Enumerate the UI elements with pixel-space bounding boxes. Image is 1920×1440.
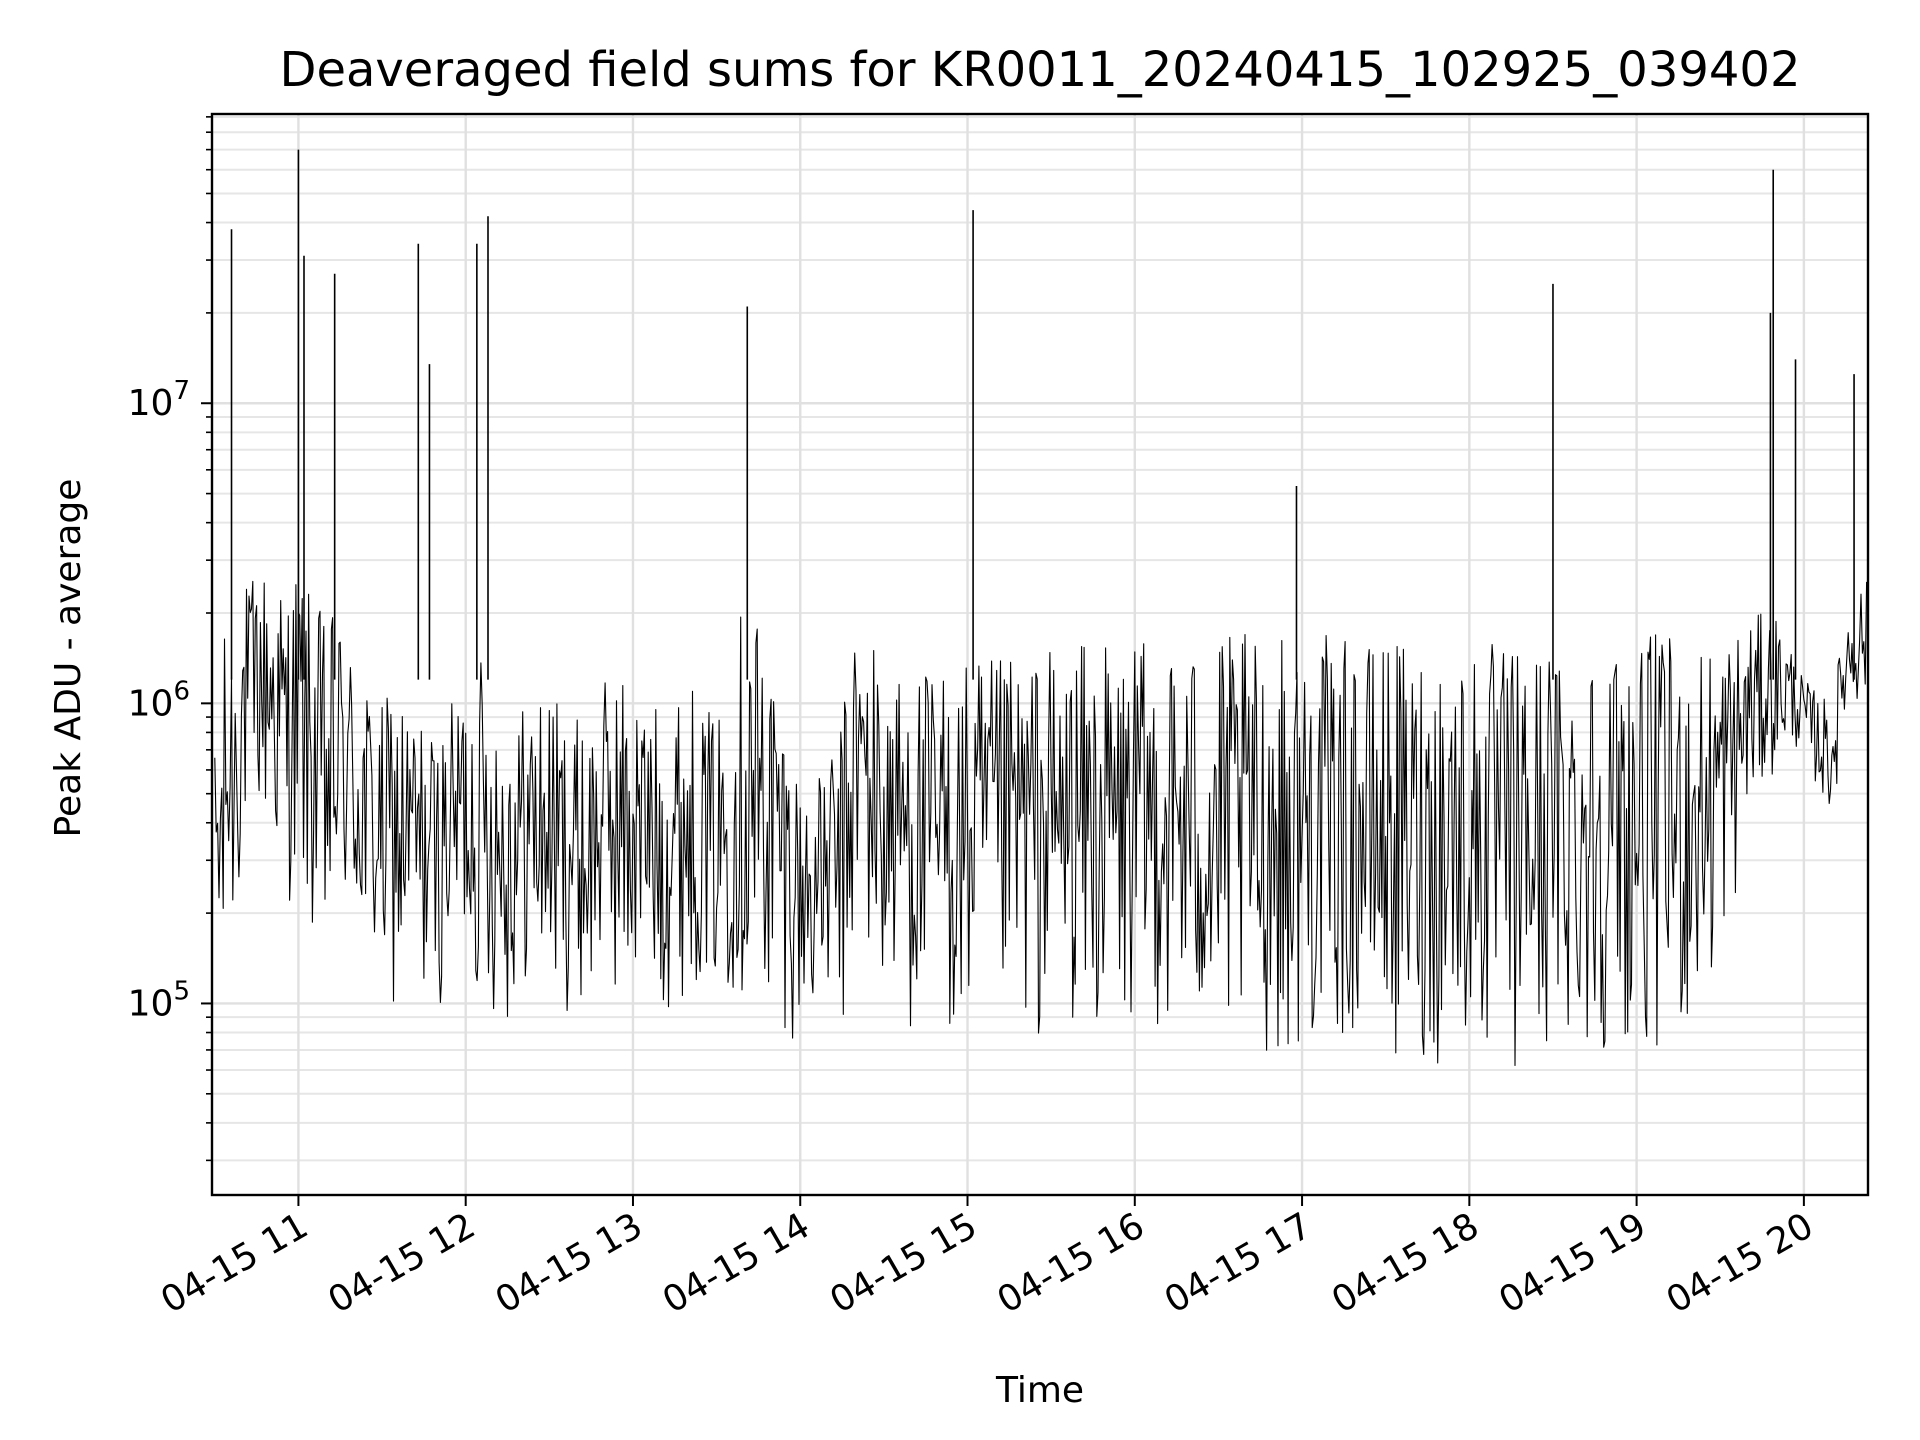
- chart-title: Deaveraged field sums for KR0011_2024041…: [279, 42, 1800, 98]
- plot-frame: [210, 112, 1870, 1197]
- x-axis-label: Time: [995, 1370, 1084, 1411]
- y-axis-label: Peak ADU - average: [48, 479, 89, 838]
- series-layer: [214, 149, 1868, 1067]
- data-trace-line: [214, 580, 1868, 1067]
- y-tick-label: 107: [128, 376, 190, 424]
- y-tick-label: 106: [128, 676, 190, 724]
- y-tick-label: 105: [128, 976, 190, 1024]
- grid-layer: [212, 114, 1868, 1195]
